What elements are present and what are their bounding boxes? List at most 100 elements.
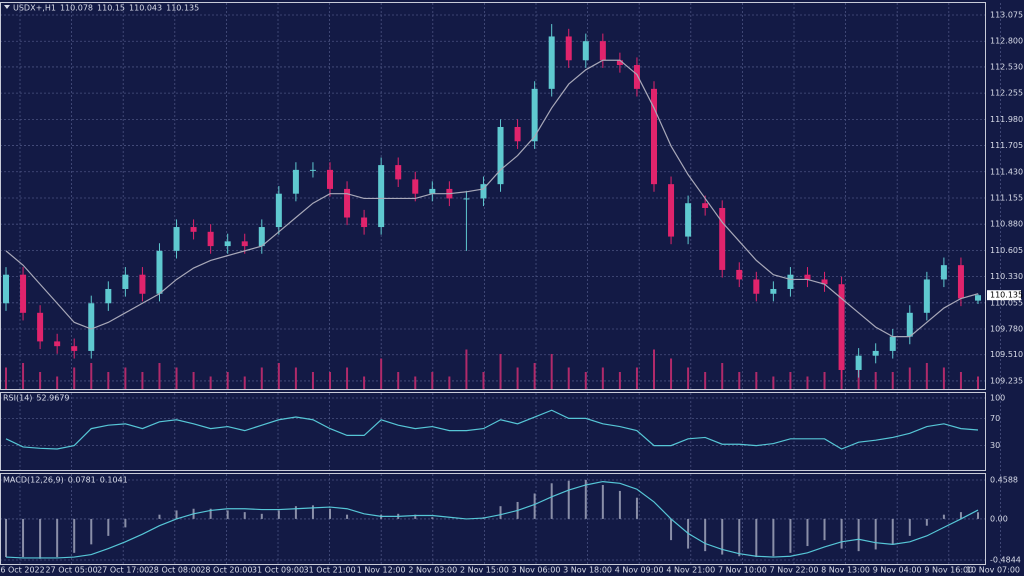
candle-body (565, 36, 572, 61)
y-tick-label: 112.530 (990, 62, 1023, 71)
macd-signal-line (5, 480, 979, 559)
candle-body (258, 227, 265, 247)
candle-body (719, 207, 726, 270)
x-tick-label: 31 Oct 09:00 (252, 566, 304, 575)
candle-body (531, 88, 538, 142)
candle-body (241, 241, 248, 247)
y-tick-label: 110.055 (990, 298, 1023, 307)
candle-body (497, 126, 504, 185)
x-tick-label: 27 Oct 05:00 (46, 566, 98, 575)
high: 110.15 (97, 4, 125, 13)
candle-body (855, 355, 862, 370)
candle-body (753, 279, 760, 294)
candle-body (173, 227, 180, 251)
rsi-value: 52.9679 (36, 394, 69, 403)
candle-body (702, 203, 709, 208)
candle-body (54, 341, 61, 347)
rsi-title: RSI(14) (3, 394, 32, 403)
y-tick-label: 110.880 (990, 220, 1023, 229)
candle-body (378, 165, 385, 228)
x-tick-label: 28 Oct 08:00 (149, 566, 201, 575)
plot-layer (3, 24, 981, 559)
x-tick-label: 4 Nov 21:00 (666, 566, 715, 575)
candle-body (327, 169, 333, 189)
candle-body (582, 41, 589, 61)
candle-body (975, 295, 981, 301)
y-tick-label: 70 (990, 414, 1000, 423)
candle-body (736, 269, 743, 280)
candle-body (787, 274, 794, 289)
candle-body (685, 203, 692, 237)
candle-body (838, 284, 845, 370)
candle-body (548, 36, 555, 89)
y-tick-label: -0.4844 (990, 556, 1021, 565)
x-tick-label: 9 Nov 16:00 (924, 566, 973, 575)
moving-average-line (5, 59, 979, 338)
x-tick-label: 2 Nov 03:00 (408, 566, 457, 575)
candle-body (224, 241, 231, 247)
candle-body (37, 312, 44, 342)
candle-body (3, 274, 9, 304)
price-panel-frame (0, 2, 986, 390)
y-tick-label: 0.00 (990, 514, 1008, 523)
y-tick-label: 100 (990, 394, 1005, 403)
x-tick-label: 4 Nov 09:00 (615, 566, 664, 575)
candle-body (872, 350, 879, 356)
candle-body (20, 274, 27, 313)
x-tick-label: 28 Oct 20:00 (200, 566, 252, 575)
candle-body (770, 288, 777, 294)
candle-body (651, 88, 657, 185)
candle-body (190, 227, 197, 232)
candle-body (71, 346, 78, 351)
y-tick-label: 0.4588 (990, 476, 1018, 485)
candle-body (361, 217, 368, 228)
candle-body (463, 198, 470, 200)
open: 110.078 (60, 4, 93, 13)
candle-body (412, 179, 419, 194)
candle-body (292, 169, 299, 194)
y-tick-label: 30 (990, 441, 1000, 450)
y-tick-label: 111.430 (990, 167, 1023, 176)
x-tick-label: 3 Nov 06:00 (512, 566, 561, 575)
candle-body (105, 288, 112, 304)
candle-body (480, 184, 487, 199)
candle-body (889, 336, 896, 351)
candle-body (668, 184, 675, 237)
y-tick-label: 110.605 (990, 246, 1023, 255)
candle-body (122, 274, 129, 289)
candle-body (940, 265, 947, 280)
x-tick-label: 10 Nov 07:00 (966, 566, 1020, 575)
candle-body (821, 279, 828, 285)
label-layer: 113.075 112.800 112.530 112.255 111.980 111.7… (0, 4, 1023, 575)
candle-body (207, 231, 214, 247)
candle-body (395, 165, 402, 180)
candle-body (344, 188, 351, 218)
x-tick-label: 26 Oct 2022 (0, 566, 45, 575)
y-tick-label: 111.705 (990, 141, 1023, 150)
x-tick-label: 27 Oct 17:00 (97, 566, 149, 575)
grid-layer (0, 3, 1001, 565)
candle-body (429, 188, 436, 194)
x-tick-label: 7 Nov 22:00 (770, 566, 819, 575)
y-tick-label: 109.780 (990, 325, 1023, 334)
low: 110.043 (129, 4, 162, 13)
candle-body (275, 193, 282, 228)
macd-panel-frame (0, 473, 986, 565)
y-tick-label: 112.800 (990, 37, 1023, 46)
x-tick-label: 2 Nov 15:00 (460, 566, 509, 575)
y-tick-label: 110.330 (990, 272, 1023, 281)
y-tick-label: 113.075 (990, 11, 1023, 20)
rsi-panel-frame (0, 392, 986, 471)
candle-body (156, 250, 163, 294)
y-tick-label: 109.235 (990, 376, 1023, 385)
x-tick-label: 8 Nov 13:00 (821, 566, 870, 575)
rsi-line (5, 409, 979, 450)
x-tick-label: 31 Oct 21:00 (304, 566, 356, 575)
candle-body (599, 41, 606, 61)
current-price: 110.135 (990, 291, 1023, 300)
x-tick-label: 7 Nov 10:00 (718, 566, 767, 575)
y-tick-label: 112.255 (990, 89, 1023, 98)
x-tick-label: 1 Nov 12:00 (357, 566, 406, 575)
collapse-icon[interactable] (4, 5, 10, 9)
